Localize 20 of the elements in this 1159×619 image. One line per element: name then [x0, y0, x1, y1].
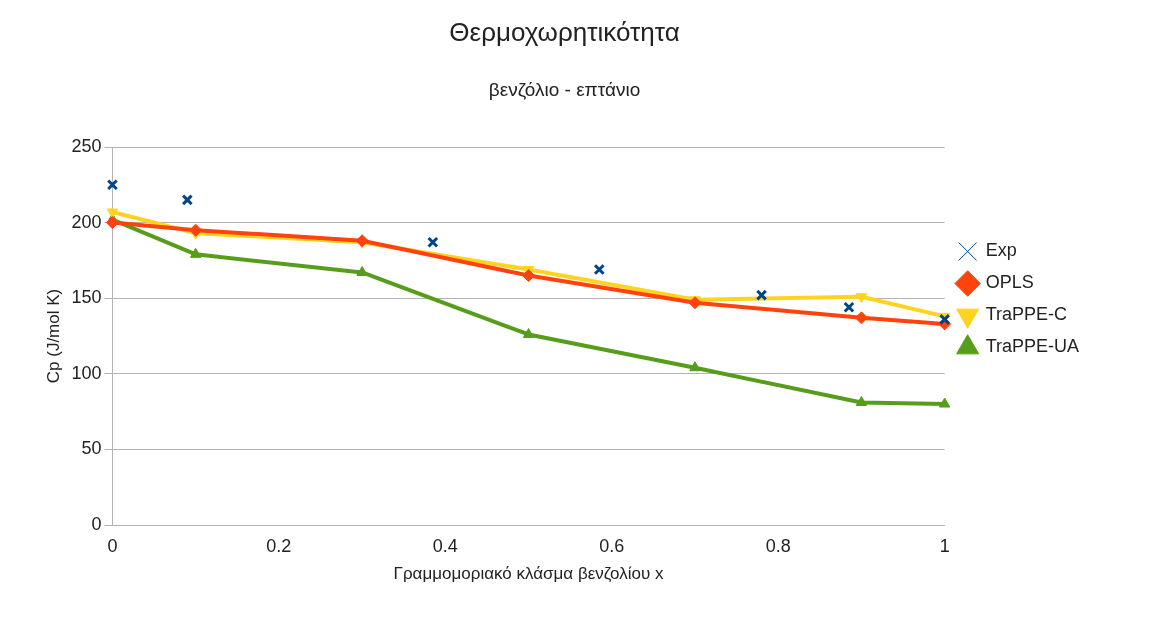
legend-label: TraPPE-UA: [985, 336, 1080, 357]
chart-title: Θερμοχωρητικότητα: [449, 16, 680, 47]
y-tick-label: 50: [81, 438, 102, 459]
y-axis-title: Cp (J/mol K): [43, 288, 63, 384]
y-tick-label: 250: [71, 135, 102, 156]
x-tick-label: 0.4: [432, 535, 458, 556]
y-tick-label: 100: [71, 362, 102, 383]
y-tick-label: 0: [91, 513, 102, 534]
x-tick-label: 0.8: [765, 535, 791, 556]
y-tick-label: 200: [71, 211, 102, 232]
x-tick-label: 0.6: [599, 535, 625, 556]
x-tick-label: 1: [939, 535, 950, 556]
legend-label: Exp: [985, 240, 1017, 261]
x-tick-label: 0.2: [266, 535, 292, 556]
chart-subtitle: βενζόλιο - επτάνιο: [488, 78, 641, 100]
y-tick-label: 150: [71, 287, 102, 308]
x-tick-label: 0: [107, 535, 118, 556]
legend-label: TraPPE-C: [985, 304, 1067, 325]
legend-label: OPLS: [985, 272, 1034, 293]
x-axis-title: Γραμμομοριακό κλάσμα βενζολίου x: [393, 564, 664, 584]
